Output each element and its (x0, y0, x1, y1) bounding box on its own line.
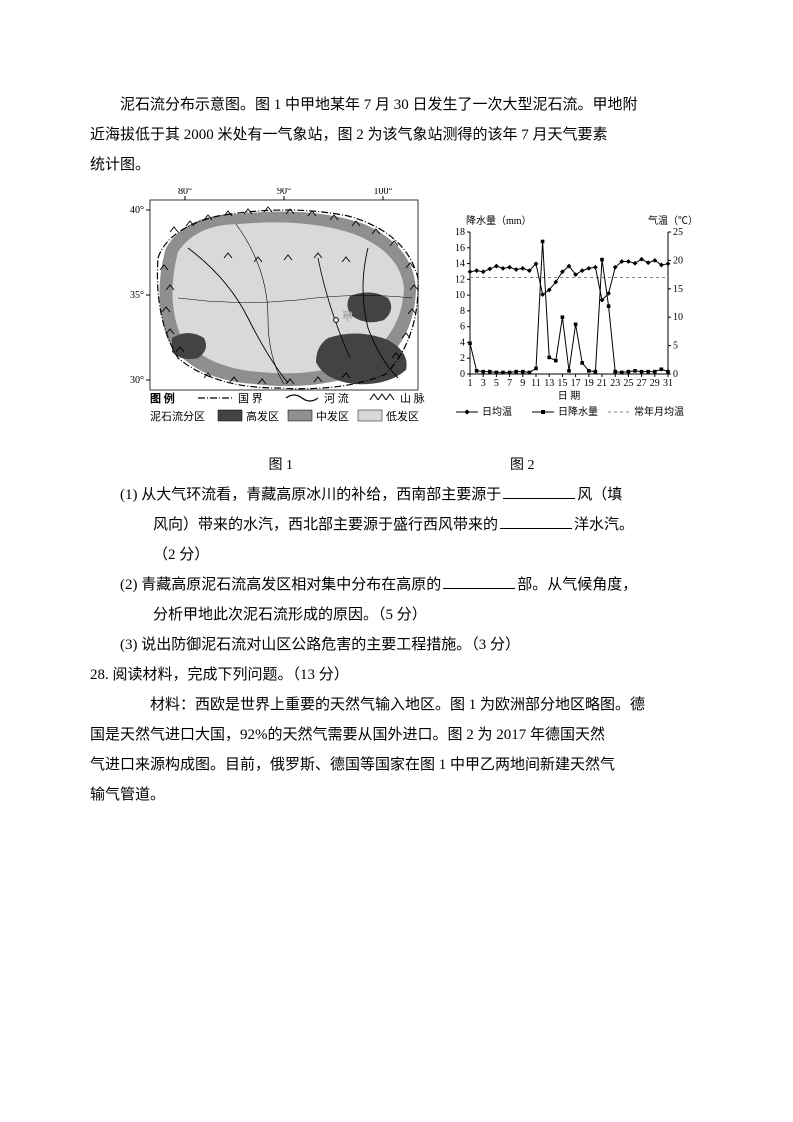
svg-text:40°: 40° (130, 205, 144, 216)
blank-wind (503, 483, 575, 499)
svg-text:6: 6 (460, 322, 465, 333)
svg-text:14: 14 (455, 259, 465, 270)
q28-material-3: 气进口来源构成图。目前，俄罗斯、德国等国家在图 1 中甲乙两地间新建天然气 (90, 750, 713, 780)
svg-text:常年月均温: 常年月均温 (634, 405, 684, 418)
svg-text:低发区: 低发区 (386, 409, 419, 423)
chart-svg: 降水量（mm）气温（℃）0246810121416180510152025135… (436, 210, 701, 435)
q28-material-1: 材料：西欧是世界上重要的天然气输入地区。图 1 为欧洲部分地区略图。德 (90, 690, 713, 720)
svg-text:25: 25 (673, 227, 683, 238)
svg-text:1: 1 (468, 378, 473, 389)
svg-text:0: 0 (460, 369, 465, 380)
svg-text:17: 17 (571, 378, 581, 389)
blank-ocean (500, 513, 572, 529)
q1-text-d: 洋水汽。 (574, 517, 634, 533)
svg-text:30°: 30° (130, 375, 144, 386)
svg-text:5: 5 (494, 378, 499, 389)
intro-line-1: 泥石流分布示意图。图 1 中甲地某年 7 月 30 日发生了一次大型泥石流。甲地… (90, 90, 713, 120)
svg-text:15: 15 (557, 378, 567, 389)
svg-text:10: 10 (455, 290, 465, 301)
q1-text-c: 风向）带来的水汽，西北部主要源于盛行西风带来的 (153, 517, 498, 533)
q28-material-4: 输气管道。 (90, 780, 713, 810)
svg-text:8: 8 (460, 306, 465, 317)
svg-text:31: 31 (663, 378, 673, 389)
svg-text:16: 16 (455, 243, 465, 254)
blank-region (443, 573, 515, 589)
svg-text:9: 9 (520, 378, 525, 389)
q28-material-2: 国是天然气进口大国，92%的天然气需要从国外进口。图 2 为 2017 年德国天… (90, 720, 713, 750)
svg-text:日降水量: 日降水量 (558, 405, 598, 418)
svg-text:国 界: 国 界 (238, 392, 263, 405)
question-3: (3) 说出防御泥石流对山区公路危害的主要工程措施。（3 分） (90, 630, 713, 660)
q1-text-b: 风（填 (577, 487, 622, 503)
svg-text:气温（℃）: 气温（℃） (648, 214, 698, 227)
svg-text:7: 7 (507, 378, 512, 389)
svg-text:高发区: 高发区 (246, 409, 279, 423)
q2-text-b: 部。从气候角度， (517, 577, 637, 593)
svg-text:河 流: 河 流 (324, 391, 349, 405)
figure-2: 降水量（mm）气温（℃）0246810121416180510152025135… (436, 210, 701, 435)
q2-text-a: (2) 青藏高原泥石流高发区相对集中分布在高原的 (120, 577, 441, 593)
svg-text:图 例: 图 例 (150, 391, 175, 405)
svg-text:降水量（mm）: 降水量（mm） (466, 214, 532, 227)
svg-text:3: 3 (481, 378, 486, 389)
svg-text:4: 4 (460, 337, 465, 348)
svg-text:29: 29 (650, 378, 660, 389)
question-1-line-3: （2 分） (90, 540, 713, 570)
figure-1-label: 图 1 (269, 452, 294, 480)
svg-text:80°: 80° (178, 188, 192, 197)
figures-row: 40° 35° 30° 80° 90° 100° 甲图 例 国 界 河 流 山 脉泥石流分区 高发区… (118, 188, 713, 448)
svg-text:18: 18 (455, 227, 465, 238)
figure-1: 40° 35° 30° 80° 90° 100° 甲图 例 国 界 河 流 山 脉泥石流分区 高发区… (118, 188, 428, 448)
svg-text:山 脉: 山 脉 (400, 391, 425, 405)
svg-text:35°: 35° (130, 290, 144, 301)
svg-text:21: 21 (597, 378, 607, 389)
svg-text:23: 23 (610, 378, 620, 389)
svg-text:19: 19 (584, 378, 594, 389)
question-1-line-1: (1) 从大气环流看，青藏高原冰川的补给，西南部主要源于 风（填 (90, 480, 713, 510)
svg-text:13: 13 (544, 378, 554, 389)
q1-text-a: (1) 从大气环流看，青藏高原冰川的补给，西南部主要源于 (120, 487, 501, 503)
svg-text:中发区: 中发区 (316, 409, 349, 423)
svg-text:2: 2 (460, 353, 465, 364)
map-svg: 40° 35° 30° 80° 90° 100° 甲图 例 国 界 河 流 山 脉泥石流分区 高发区… (118, 188, 428, 448)
svg-text:20: 20 (673, 255, 683, 266)
svg-text:27: 27 (637, 378, 647, 389)
question-2-line-2: 分析甲地此次泥石流形成的原因。（5 分） (90, 600, 713, 630)
svg-text:甲: 甲 (342, 311, 353, 323)
svg-text:11: 11 (531, 378, 541, 389)
svg-text:25: 25 (623, 378, 633, 389)
svg-text:日 期: 日 期 (558, 390, 581, 402)
svg-text:10: 10 (673, 312, 683, 323)
svg-text:15: 15 (673, 284, 683, 295)
question-28-head: 28. 阅读材料，完成下列问题。（13 分） (90, 660, 713, 690)
svg-text:日均温: 日均温 (482, 406, 512, 418)
svg-text:100°: 100° (374, 188, 393, 197)
svg-text:0: 0 (673, 369, 678, 380)
svg-text:12: 12 (455, 274, 465, 285)
svg-text:90°: 90° (277, 188, 291, 197)
svg-text:5: 5 (673, 341, 678, 352)
svg-text:泥石流分区: 泥石流分区 (150, 409, 205, 423)
intro-line-3: 统计图。 (90, 150, 713, 180)
figure-2-label: 图 2 (510, 452, 535, 480)
question-1-line-2: 风向）带来的水汽，西北部主要源于盛行西风带来的 洋水汽。 (90, 510, 713, 540)
question-2-line-1: (2) 青藏高原泥石流高发区相对集中分布在高原的 部。从气候角度， (90, 570, 713, 600)
figure-labels: 图 1 图 2 (90, 452, 713, 480)
intro-line-2: 近海拔低于其 2000 米处有一气象站，图 2 为该气象站测得的该年 7 月天气… (90, 120, 713, 150)
